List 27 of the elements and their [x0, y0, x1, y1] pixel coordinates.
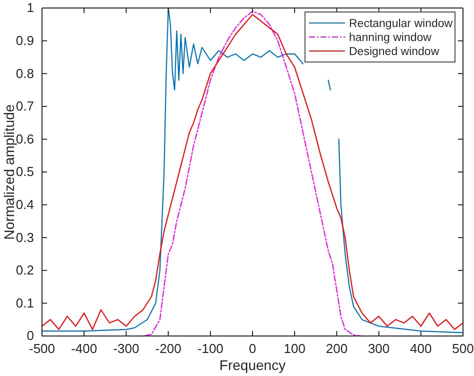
y-tick-label: 0 [26, 328, 34, 344]
x-tick-label: 400 [410, 341, 432, 356]
y-tick-label: 0.1 [16, 295, 34, 310]
x-tick-label: -500 [28, 341, 56, 356]
x-tick-label: -100 [197, 341, 224, 356]
y-tick-label: 0.5 [16, 164, 34, 180]
x-tick-label: 0 [248, 341, 256, 356]
x-axis-title: Frequency [219, 357, 286, 373]
legend-label: hanning window [349, 32, 432, 44]
legend-label: Designed window [349, 46, 440, 58]
y-tick-label: 0.7 [16, 98, 34, 114]
y-tick-label: 0.4 [16, 196, 34, 212]
x-tick-label: 100 [284, 341, 306, 356]
x-tick-label: 200 [326, 341, 348, 356]
y-axis-title: Normalized amplitude [1, 104, 17, 240]
y-tick-label: 0.3 [16, 230, 34, 245]
y-tick-label: 0.6 [16, 131, 34, 146]
y-tick-label: 0.9 [16, 32, 34, 48]
x-tick-label: -400 [71, 341, 98, 356]
legend-label: Rectangular window [349, 18, 454, 30]
x-tick-label: 300 [368, 341, 390, 356]
x-tick-label: -300 [113, 341, 140, 356]
y-tick-label: 0.2 [16, 262, 34, 278]
x-tick-label: -200 [155, 341, 182, 356]
y-tick-label: 1 [26, 0, 34, 16]
x-tick-label: 500 [452, 341, 474, 356]
y-tick-label: 0.8 [16, 66, 34, 81]
